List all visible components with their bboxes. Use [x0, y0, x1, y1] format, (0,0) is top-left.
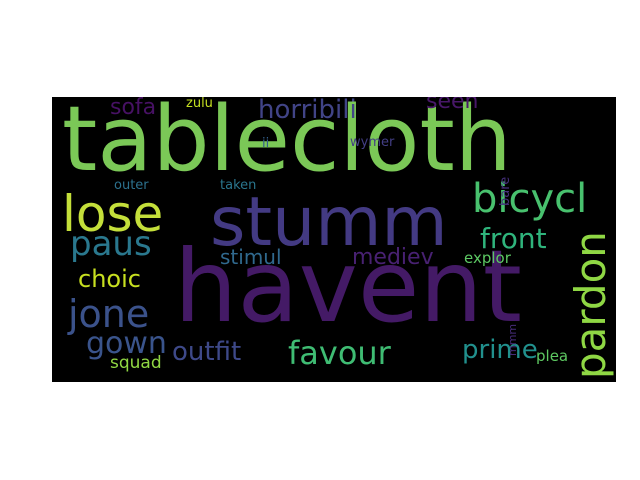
- word-outfit: outfit: [172, 337, 242, 367]
- word-favour: favour: [288, 334, 391, 372]
- word-mmm: mmm: [506, 323, 519, 356]
- word-ii: ii: [262, 136, 270, 151]
- word-stimul: stimul: [220, 245, 282, 269]
- word-front: front: [480, 222, 547, 255]
- word-squad: squad: [110, 353, 162, 373]
- word-bare: bare: [498, 176, 513, 206]
- word-wymer: wymer: [350, 135, 395, 150]
- word-paus: paus: [70, 224, 152, 264]
- word-seen: seen: [426, 97, 479, 114]
- word-mediev: mediev: [352, 245, 434, 270]
- word-choic: choic: [78, 265, 141, 293]
- word-horribili: horribili: [258, 97, 357, 125]
- word-pardon: pardon: [566, 231, 615, 379]
- word-taken: taken: [220, 178, 257, 193]
- word-plea: plea: [536, 347, 569, 365]
- word-cloud: tablecloth havent stumm lose bicycl pard…: [52, 97, 616, 382]
- word-outer: outer: [114, 178, 149, 193]
- word-havent: havent: [174, 228, 522, 345]
- word-sofa: sofa: [110, 97, 157, 120]
- word-gown: gown: [86, 326, 167, 361]
- word-prime: prime: [462, 335, 538, 365]
- word-explor: explor: [464, 249, 511, 267]
- word-tablecloth: tablecloth: [62, 97, 512, 192]
- word-stumm: stumm: [210, 183, 448, 262]
- word-jone: jone: [68, 292, 150, 336]
- word-bicycl: bicycl: [472, 176, 588, 222]
- word-lose: lose: [62, 185, 164, 243]
- word-zulu: zulu: [186, 97, 213, 111]
